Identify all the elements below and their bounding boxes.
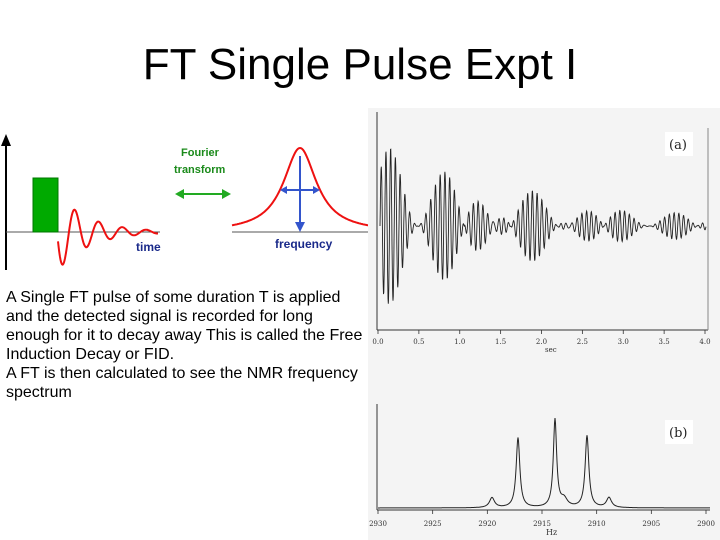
frequency-label: frequency <box>275 237 333 251</box>
center-arrow-icon <box>295 222 305 232</box>
slide-title: FT Single Pulse Expt I <box>142 40 578 89</box>
transform-arrow-right-icon <box>222 189 231 199</box>
panel-a-tick-label: 1.5 <box>495 338 506 346</box>
panel-a-tick-label: 3.0 <box>618 338 629 346</box>
body-text: A Single FT pulse of some duration T is … <box>6 288 366 402</box>
panel-b-tick-label: 2915 <box>533 520 551 528</box>
panel-a-tick-label: 0.5 <box>413 338 424 346</box>
body-paragraph-2: A FT is then calculated to see the NMR f… <box>6 365 358 401</box>
scanned-figure: (a) 0.0 0.5 1.0 1.5 2.0 2.5 3.0 3.5 4.0 sec (b) … <box>368 108 720 540</box>
panel-b-tick-label: 2925 <box>424 520 442 528</box>
fid-trace <box>379 148 707 304</box>
panel-a-unit: sec <box>545 346 557 354</box>
panel-a-tick-label: 4.0 <box>699 338 710 346</box>
spectrum-curve <box>231 146 371 227</box>
linewidth-arrow-left-icon <box>280 186 287 194</box>
panel-a-label-box <box>665 132 693 156</box>
spectrum-trace <box>378 417 710 509</box>
panel-a-tick-label: 0.0 <box>372 338 383 346</box>
body-paragraph-1: A Single FT pulse of some duration T is … <box>6 289 363 363</box>
ft-schematic: time Fourier transform frequency <box>1 134 371 270</box>
panel-a-tick-label: 2.0 <box>536 338 547 346</box>
linewidth-arrow-right-icon <box>313 186 320 194</box>
panel-b-tick-label: 2905 <box>642 520 660 528</box>
transform-arrow-left-icon <box>175 189 184 199</box>
panel-a-tick-label: 2.5 <box>577 338 588 346</box>
time-label: time <box>136 240 161 254</box>
panel-b-label: (b) <box>669 426 687 441</box>
panel-b-tick-label: 2910 <box>588 520 606 528</box>
panel-b-tick-label: 2920 <box>478 520 496 528</box>
panel-b-unit: Hz <box>546 528 557 537</box>
rf-pulse <box>32 177 59 233</box>
panel-b-label-box <box>665 420 693 444</box>
fourier-label: Fourier <box>181 147 220 159</box>
panel-b-tick-label: 2930 <box>369 520 387 528</box>
panel-a-label: (a) <box>669 138 687 153</box>
panel-a-tick-label: 1.0 <box>454 338 465 346</box>
axis-arrow-icon <box>1 134 11 146</box>
scan-background <box>368 108 720 540</box>
fid-curve <box>57 208 158 266</box>
panel-b-tick-label: 2900 <box>697 520 715 528</box>
transform-label: transform <box>174 164 226 176</box>
panel-b-tick-labels: 2930 2925 2920 2915 2910 2905 2900 <box>369 510 715 528</box>
panel-a-tick-label: 3.5 <box>659 338 670 346</box>
panel-a-tick-labels: 0.0 0.5 1.0 1.5 2.0 2.5 3.0 3.5 4.0 <box>372 330 711 346</box>
